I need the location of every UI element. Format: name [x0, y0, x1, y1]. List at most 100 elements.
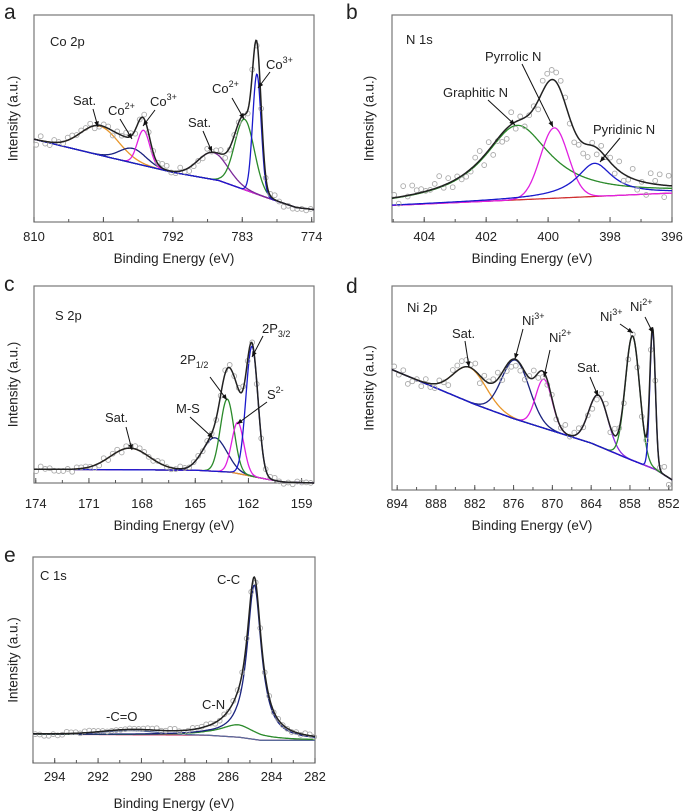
- data-point: [73, 132, 80, 138]
- peak-label-text: 2P: [262, 321, 278, 336]
- peak-label-text: C-C: [217, 572, 240, 587]
- envelope-line: [391, 327, 673, 481]
- y-axis-title: Intensity (a.u.): [6, 342, 21, 428]
- data-point: [643, 192, 650, 198]
- data-point: [472, 360, 479, 367]
- spectrum-title: Co 2p: [50, 34, 85, 49]
- plot-frame: [32, 556, 316, 764]
- data-point: [548, 67, 555, 73]
- x-tick-label: 774: [301, 229, 323, 244]
- peak-label-superscript: 3+: [283, 55, 293, 65]
- x-tick-label: 864: [580, 496, 602, 511]
- data-point: [665, 172, 672, 179]
- data-point: [652, 177, 659, 184]
- data-point: [400, 367, 407, 374]
- spectrum-title: N 1s: [406, 32, 433, 47]
- x-tick-label: 165: [184, 496, 206, 511]
- x-tick-label: 404: [413, 229, 435, 244]
- peak-label-text: Co: [150, 94, 167, 109]
- data-point: [37, 133, 44, 140]
- data-point: [472, 154, 479, 161]
- peak-label: Sat.: [188, 115, 211, 130]
- data-point: [145, 454, 152, 460]
- x-tick-label: 284: [261, 769, 283, 784]
- data-point: [661, 463, 668, 470]
- panel-e: e 294 292 290 288 286 284 282 Binding Energy (eV…: [4, 544, 326, 811]
- x-axis-title: Binding Energy (eV): [114, 251, 235, 266]
- data-point: [226, 362, 233, 368]
- data-point: [575, 141, 582, 148]
- panel-a: a 810 801 792 783 774 Binding Energy (eV) Inten…: [4, 1, 323, 266]
- plot-frame: [33, 14, 315, 223]
- x-tick-label: 810: [23, 229, 45, 244]
- peak-label-text: Pyrrolic N: [485, 49, 541, 64]
- arrowhead-icon: [648, 327, 653, 333]
- peak-label: 2P1/2: [180, 352, 208, 370]
- data-point: [284, 725, 291, 732]
- data-point: [195, 158, 202, 164]
- data-point: [37, 463, 44, 470]
- arrowhead-icon: [128, 444, 133, 450]
- peak-label: Ni3+: [600, 307, 623, 324]
- peak-label-superscript: 2+: [229, 79, 239, 89]
- data-point: [539, 77, 546, 84]
- data-point: [395, 200, 402, 207]
- data-point: [539, 374, 546, 380]
- panel-c: c 174 171 168 165 162 159 Binding Energy (eV) In…: [4, 273, 315, 533]
- peak-label-text: Co: [108, 103, 125, 118]
- peak-label: Ni3+: [522, 311, 545, 328]
- data-point: [512, 362, 519, 369]
- peak-label-superscript: 2+: [642, 297, 652, 307]
- peak-label: -C=O: [106, 709, 137, 724]
- arrowhead-icon: [509, 119, 515, 125]
- data-point: [499, 377, 506, 383]
- data-point: [593, 151, 600, 158]
- spectrum-title: Ni 2p: [407, 300, 437, 315]
- peak-label-superscript: 2+: [125, 101, 135, 111]
- data-point: [458, 176, 465, 183]
- peak-label: M-S: [176, 401, 200, 416]
- data-point: [454, 362, 461, 369]
- peak-label-subscript: 1/2: [196, 360, 209, 370]
- peak-label-text: Ni: [522, 313, 534, 328]
- component-peak-163.9: [34, 437, 314, 484]
- data-point: [656, 171, 663, 178]
- annotation-arrow: [521, 63, 554, 128]
- x-tick-label: 852: [658, 496, 680, 511]
- data-point: [611, 425, 618, 432]
- data-point: [159, 160, 166, 167]
- data-point: [580, 150, 587, 157]
- data-point: [526, 112, 533, 119]
- peak-label: Sat.: [452, 326, 475, 341]
- data-point: [535, 375, 542, 381]
- data-point: [517, 113, 524, 120]
- arrowhead-icon: [514, 353, 519, 359]
- panel-d: d 894 888 882 876 870 864 858 852 Binding Energy …: [346, 275, 680, 533]
- peak-label-text: Graphitic N: [443, 85, 508, 100]
- x-tick-label: 792: [162, 229, 184, 244]
- data-point: [409, 182, 416, 189]
- peak-label-text: C-N: [202, 697, 225, 712]
- peak-label: 2P3/2: [262, 321, 290, 339]
- data-point: [557, 424, 564, 431]
- data-point: [521, 123, 528, 130]
- x-tick-label: 894: [386, 496, 408, 511]
- data-point: [186, 168, 193, 174]
- data-point: [476, 380, 483, 387]
- panel-letter: a: [4, 1, 16, 24]
- spectrum-title: S 2p: [55, 308, 82, 323]
- data-point: [562, 422, 569, 428]
- data-point: [190, 459, 197, 465]
- data-point: [271, 192, 278, 199]
- panel-letter: e: [4, 544, 16, 567]
- data-point: [490, 152, 497, 158]
- envelope-line: [391, 78, 673, 199]
- data-point: [620, 177, 627, 184]
- data-point: [647, 170, 654, 177]
- plot-frame: [391, 14, 673, 223]
- data-point: [306, 731, 313, 738]
- data-point: [413, 187, 420, 194]
- data-point: [141, 111, 148, 118]
- data-point: [593, 396, 600, 403]
